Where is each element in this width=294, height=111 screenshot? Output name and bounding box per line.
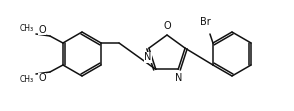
Text: CH₃: CH₃ bbox=[20, 75, 34, 84]
Text: Br: Br bbox=[200, 17, 210, 27]
Text: O: O bbox=[38, 73, 46, 83]
Text: O: O bbox=[163, 21, 171, 31]
Text: O: O bbox=[38, 25, 46, 35]
Text: CH₃: CH₃ bbox=[20, 24, 34, 33]
Text: N: N bbox=[176, 73, 183, 83]
Text: N: N bbox=[144, 52, 152, 62]
